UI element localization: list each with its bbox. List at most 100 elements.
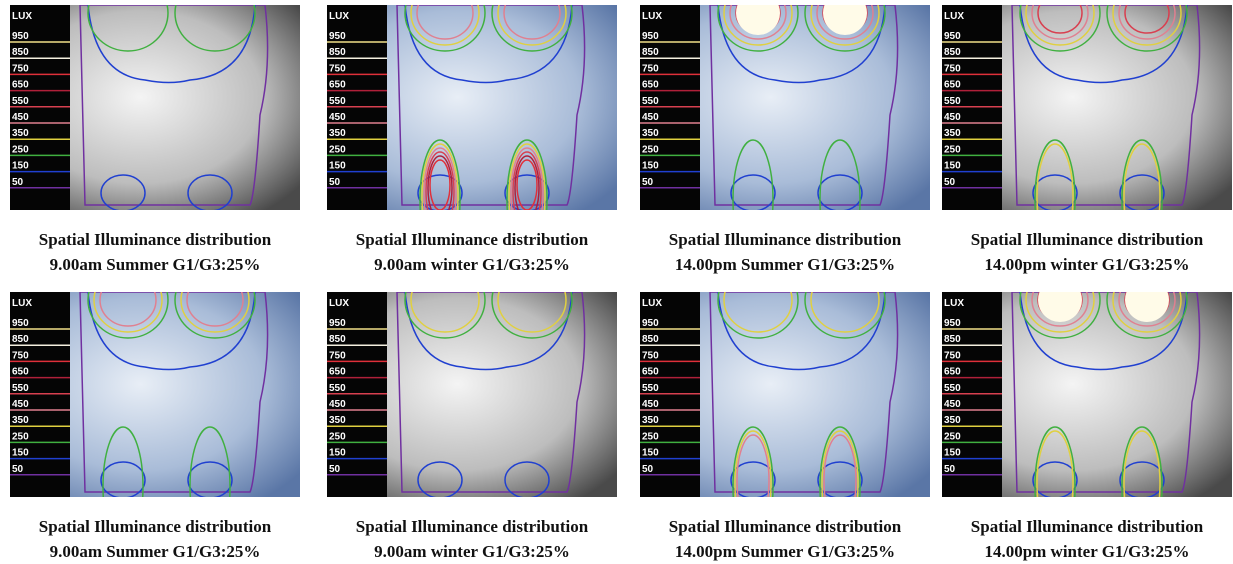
legend-label: 250 bbox=[12, 144, 29, 155]
legend-label: 550 bbox=[329, 383, 346, 394]
legend-label: 450 bbox=[642, 112, 659, 123]
legend-label: 750 bbox=[329, 63, 346, 74]
legend-label: 750 bbox=[642, 63, 659, 74]
caption: 14.00pm Summer G1/G3:25% bbox=[675, 542, 895, 561]
contour-boundary bbox=[709, 292, 899, 493]
contour bbox=[821, 430, 859, 497]
caption: Spatial Illuminance distribution bbox=[669, 517, 902, 536]
legend-label: 850 bbox=[329, 47, 346, 58]
contour bbox=[491, 5, 573, 52]
caption: 9.00am winter G1/G3:25% bbox=[374, 542, 570, 561]
contour bbox=[732, 426, 774, 497]
caption: 9.00am Summer G1/G3:25% bbox=[50, 542, 261, 561]
legend-label: 150 bbox=[12, 448, 29, 459]
contour bbox=[810, 5, 880, 46]
legend-label: 550 bbox=[329, 96, 346, 107]
contour-image: LUX 950 850 750 650 550 450 350 250 150 50 bbox=[10, 5, 300, 210]
contour bbox=[417, 174, 463, 210]
contour bbox=[810, 292, 880, 333]
contour bbox=[512, 151, 542, 210]
contour bbox=[491, 292, 573, 339]
legend-label: 350 bbox=[329, 128, 346, 139]
legend-label: 650 bbox=[642, 80, 659, 91]
contour bbox=[410, 5, 480, 46]
contour bbox=[506, 139, 548, 210]
caption: 14.00pm winter G1/G3:25% bbox=[984, 255, 1189, 274]
contour bbox=[1106, 5, 1188, 52]
legend-label: 50 bbox=[329, 464, 341, 475]
contour bbox=[87, 5, 169, 52]
legend-label: 350 bbox=[944, 128, 961, 139]
legend-label: 550 bbox=[12, 96, 29, 107]
contour bbox=[1118, 5, 1176, 40]
legend-label: 550 bbox=[642, 383, 659, 394]
legend-label: 850 bbox=[12, 47, 29, 58]
legend-label: 250 bbox=[329, 144, 346, 155]
contour bbox=[717, 292, 799, 339]
legend-label: 350 bbox=[329, 415, 346, 426]
contour bbox=[497, 5, 567, 46]
contour bbox=[100, 461, 146, 497]
contour bbox=[1112, 292, 1182, 333]
contour bbox=[503, 5, 561, 40]
legend-title: LUX bbox=[642, 298, 662, 309]
contour bbox=[804, 292, 886, 339]
legend-label: 250 bbox=[944, 431, 961, 442]
caption: 9.00am Summer G1/G3:25% bbox=[50, 255, 261, 274]
contour bbox=[102, 426, 144, 497]
legend-label: 50 bbox=[944, 177, 956, 188]
legend-label: 950 bbox=[642, 318, 659, 329]
contour-boundary bbox=[717, 292, 886, 371]
legend-label: 950 bbox=[944, 31, 961, 42]
legend-title: LUX bbox=[12, 298, 32, 309]
legend-label: 50 bbox=[12, 464, 24, 475]
contour bbox=[417, 461, 463, 497]
panel: LUX 950 850 750 650 550 450 350 250 150 50 Spatial … bbox=[10, 292, 300, 561]
legend-label: 450 bbox=[12, 112, 29, 123]
legend-label: 350 bbox=[12, 415, 29, 426]
legend-label: 850 bbox=[329, 334, 346, 345]
legend-label: 750 bbox=[12, 350, 29, 361]
contour bbox=[1121, 139, 1163, 210]
contour bbox=[1123, 143, 1161, 210]
contour-boundary bbox=[1019, 292, 1188, 371]
legend-label: 750 bbox=[642, 350, 659, 361]
legend-label: 650 bbox=[329, 80, 346, 91]
contour bbox=[1123, 430, 1161, 497]
legend-label: 250 bbox=[12, 431, 29, 442]
contour bbox=[1106, 292, 1188, 339]
contour bbox=[508, 143, 546, 210]
contour bbox=[187, 461, 233, 497]
legend-label: 150 bbox=[944, 448, 961, 459]
contour-boundary bbox=[717, 5, 886, 84]
contour bbox=[1025, 292, 1095, 333]
caption: Spatial Illuminance distribution bbox=[971, 517, 1204, 536]
contour bbox=[419, 139, 461, 210]
contour-boundary bbox=[87, 292, 256, 371]
contour bbox=[189, 426, 231, 497]
contour bbox=[819, 139, 861, 210]
contour bbox=[187, 174, 233, 210]
caption: 9.00am winter G1/G3:25% bbox=[374, 255, 570, 274]
legend-label: 450 bbox=[329, 399, 346, 410]
contour bbox=[1031, 292, 1089, 327]
contour bbox=[514, 155, 540, 210]
legend-label: 650 bbox=[944, 367, 961, 378]
legend-title: LUX bbox=[329, 298, 349, 309]
legend-label: 550 bbox=[12, 383, 29, 394]
legend-label: 550 bbox=[944, 383, 961, 394]
contour bbox=[1034, 426, 1076, 497]
caption: Spatial Illuminance distribution bbox=[356, 230, 589, 249]
legend-label: 750 bbox=[12, 63, 29, 74]
contour-boundary bbox=[79, 5, 269, 206]
legend-label: 250 bbox=[642, 431, 659, 442]
contour bbox=[717, 5, 799, 52]
legend-label: 350 bbox=[642, 128, 659, 139]
caption: Spatial Illuminance distribution bbox=[356, 517, 589, 536]
contour bbox=[1019, 292, 1101, 339]
contour bbox=[730, 461, 776, 497]
legend-label: 850 bbox=[944, 47, 961, 58]
contour bbox=[1121, 426, 1163, 497]
legend-label: 150 bbox=[944, 161, 961, 172]
